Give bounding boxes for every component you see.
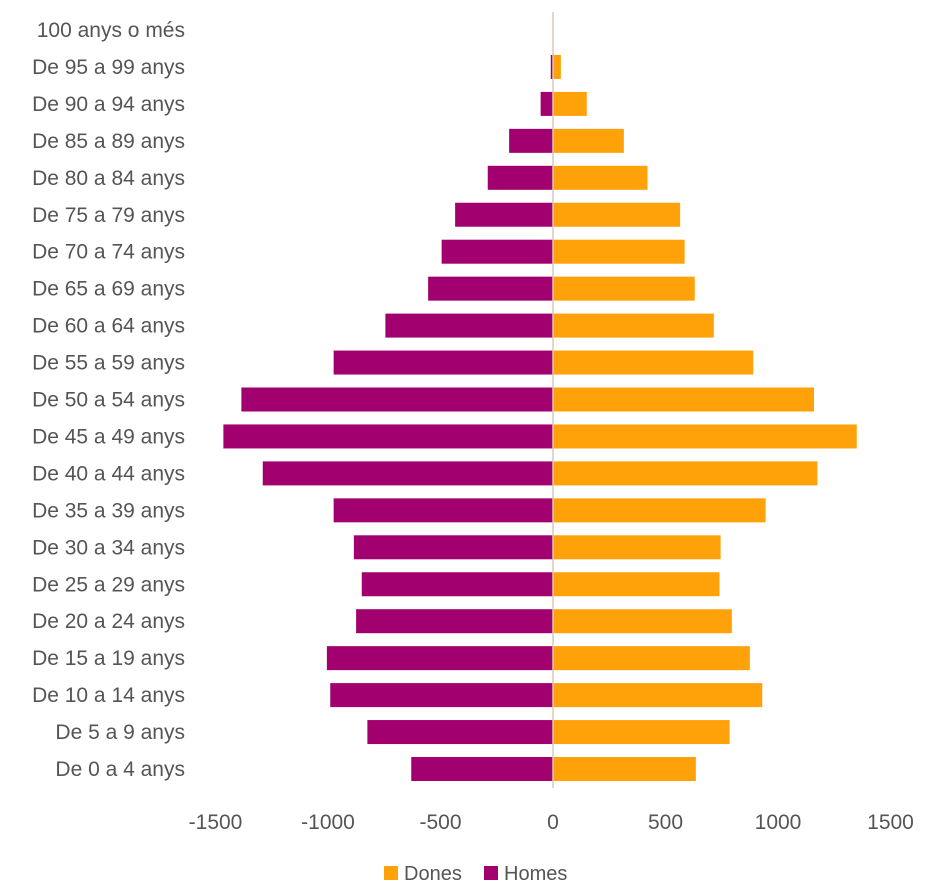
- legend-swatch-dones: [384, 866, 398, 880]
- homes-bar: [333, 350, 553, 375]
- dones-bar: [553, 572, 720, 597]
- homes-bar: [356, 609, 553, 634]
- category-label: De 45 a 49 anys: [32, 425, 185, 448]
- category-label: De 65 a 69 anys: [32, 278, 185, 301]
- dones-bar: [553, 646, 750, 671]
- dones-bar: [553, 683, 763, 708]
- dones-bar: [553, 165, 648, 190]
- x-tick-label: 500: [648, 811, 683, 834]
- homes-bar: [241, 387, 553, 412]
- x-tick-label: -500: [419, 811, 461, 834]
- category-label: De 90 a 94 anys: [32, 93, 185, 116]
- category-label: De 70 a 74 anys: [32, 241, 185, 264]
- homes-bar: [330, 683, 553, 708]
- category-label: De 25 a 29 anys: [32, 573, 185, 596]
- category-label: De 50 a 54 anys: [32, 389, 185, 412]
- dones-bar: [553, 350, 754, 375]
- category-label: De 75 a 79 anys: [32, 204, 185, 227]
- legend-label-dones: Dones: [404, 863, 462, 883]
- category-label: De 30 a 34 anys: [32, 536, 185, 559]
- category-label: De 0 a 4 anys: [55, 758, 185, 781]
- legend-swatch-homes: [484, 866, 498, 880]
- homes-bar: [441, 239, 553, 264]
- legend: Dones Homes: [384, 863, 567, 883]
- homes-bar: [223, 424, 553, 449]
- category-label: 100 anys o més: [37, 19, 185, 42]
- category-label: De 15 a 19 anys: [32, 647, 185, 670]
- dones-bar: [553, 461, 818, 486]
- dones-bar: [553, 424, 857, 449]
- category-label: De 55 a 59 anys: [32, 352, 185, 375]
- homes-bar: [509, 128, 553, 153]
- homes-bar: [428, 276, 553, 301]
- homes-bar: [333, 498, 553, 523]
- homes-bar: [262, 461, 553, 486]
- dones-bar: [553, 91, 587, 116]
- dones-series-bars: [553, 18, 857, 781]
- legend-label-homes: Homes: [504, 863, 567, 883]
- category-label: De 5 a 9 anys: [55, 721, 185, 744]
- category-label: De 80 a 84 anys: [32, 167, 185, 190]
- dones-bar: [553, 757, 696, 781]
- dones-bar: [553, 387, 814, 412]
- x-tick-label: 1000: [755, 811, 802, 834]
- dones-bar: [553, 276, 695, 301]
- category-label: De 85 a 89 anys: [32, 130, 185, 153]
- dones-bar: [553, 202, 681, 227]
- category-label: De 40 a 44 anys: [32, 462, 185, 485]
- homes-bar: [487, 165, 553, 190]
- dones-bar: [553, 54, 561, 79]
- homes-bar: [353, 535, 553, 560]
- homes-bar: [326, 646, 553, 671]
- homes-bar: [411, 757, 553, 781]
- homes-bar: [455, 202, 553, 227]
- category-label: De 95 a 99 anys: [32, 56, 185, 79]
- x-tick-label: -1000: [301, 811, 355, 834]
- category-label: De 60 a 64 anys: [32, 315, 185, 338]
- x-tick-label: -1500: [189, 811, 243, 834]
- homes-bar: [361, 572, 553, 597]
- homes-series-bars: [223, 54, 553, 781]
- dones-bar: [553, 720, 730, 745]
- dones-bar: [553, 609, 732, 634]
- category-labels: 100 anys o més De 95 a 99 anys De 90 a 94 …: [32, 19, 185, 781]
- dones-bar: [553, 313, 714, 338]
- x-axis-ticks: -1500 -1000 -500 0 500 1000 1500: [189, 811, 914, 834]
- homes-bar: [540, 91, 553, 116]
- homes-bar: [367, 720, 553, 745]
- dones-bar: [553, 239, 685, 264]
- category-label: De 35 a 39 anys: [32, 499, 185, 522]
- category-label: De 20 a 24 anys: [32, 610, 185, 633]
- dones-bar: [553, 535, 721, 560]
- x-tick-label: 1500: [867, 811, 914, 834]
- homes-bar: [550, 54, 553, 79]
- category-label: De 10 a 14 anys: [32, 684, 185, 707]
- dones-bar: [553, 128, 624, 153]
- dones-bar: [553, 498, 766, 523]
- homes-bar: [385, 313, 553, 338]
- x-tick-label: 0: [547, 811, 559, 834]
